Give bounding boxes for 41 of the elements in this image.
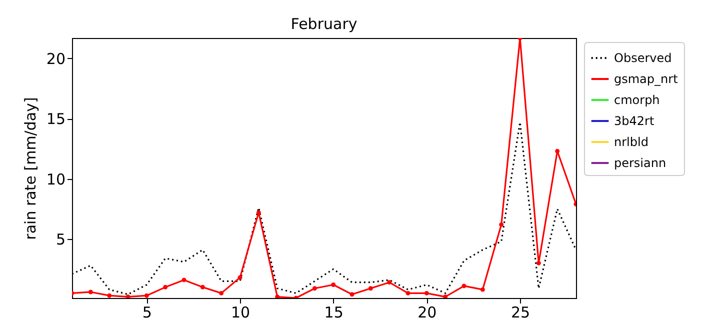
point — [219, 290, 224, 296]
x-tick-label: 10 — [230, 304, 250, 322]
legend-label: gsmap_nrt — [614, 72, 678, 86]
x-tick-label: 5 — [142, 304, 152, 322]
point — [182, 278, 186, 282]
point — [331, 282, 336, 287]
point — [126, 294, 130, 298]
legend-label: persiann — [614, 156, 666, 170]
x-tick-label: 15 — [324, 304, 344, 322]
legend-label: Observed — [614, 51, 672, 65]
point — [238, 275, 242, 280]
point — [536, 260, 541, 266]
y-tick-label: 20 — [46, 50, 66, 68]
point — [406, 290, 410, 296]
x-tick-label: 25 — [510, 304, 530, 322]
point — [462, 284, 466, 288]
y-tick-label: 10 — [46, 170, 66, 188]
point — [555, 148, 560, 154]
y-axis-title: rain rate [mm/day] — [21, 97, 40, 240]
point — [443, 294, 448, 298]
point — [163, 284, 168, 290]
point — [200, 284, 205, 290]
point — [144, 293, 149, 298]
point — [424, 290, 429, 296]
x-tick-label: 20 — [418, 304, 437, 322]
point — [88, 290, 93, 294]
legend-label: 3b42rt — [614, 114, 654, 128]
point — [256, 210, 261, 215]
y-tick-label: 15 — [46, 110, 66, 128]
point — [107, 293, 112, 298]
chart-title: February — [290, 15, 358, 33]
legend-label: cmorph — [614, 93, 660, 107]
point — [350, 292, 354, 297]
point — [480, 287, 485, 292]
point — [312, 286, 317, 291]
point — [275, 294, 280, 298]
point — [368, 286, 373, 291]
y-tick-label: 5 — [56, 230, 66, 249]
point — [387, 280, 392, 285]
point — [499, 222, 504, 227]
legend-label: nrlbld — [614, 135, 648, 149]
